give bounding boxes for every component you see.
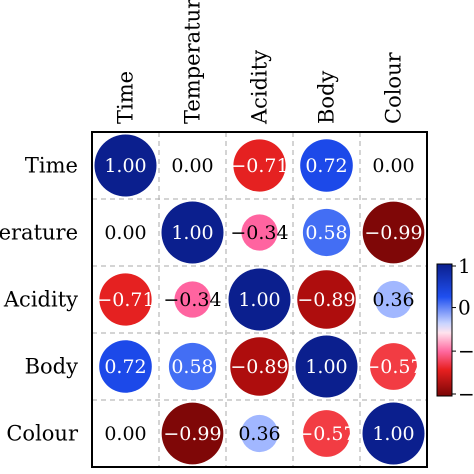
colorbar-tick-label: 0 [458,296,471,320]
correlation-value: 1.00 [104,155,146,177]
correlation-value: 1.00 [238,289,280,311]
column-label: Time [114,71,138,124]
column-labels: Time Temperature Acidity Body Colour [114,0,406,125]
row-labels: Time Temperature Acidity Body Colour [0,154,79,446]
correlation-circle [168,342,217,391]
correlation-circle [295,335,358,398]
correlation-value: 0.36 [238,423,280,445]
column-label: Acidity [248,50,272,125]
correlation-value-labels: 1.00 0.00 −0.71 0.72 0.00 0.00 1.00 −0.34 0.58 −0… [96,155,422,445]
correlation-circle [241,214,278,251]
correlation-circle [233,139,286,192]
correlation-value: 1.00 [305,356,347,378]
correlation-value: 0.00 [104,423,146,445]
correlation-value: −0.34 [230,222,288,244]
correlation-value: 0.00 [171,155,213,177]
correlation-value: −0.57 [364,356,422,378]
correlation-value: 0.72 [104,356,146,378]
row-label: Colour [6,422,79,446]
row-label: Body [25,355,79,379]
plot-frame [91,131,428,468]
correlation-circle [174,281,211,318]
correlation-circles [94,134,425,465]
correlation-circle [370,343,417,390]
correlation-circle [161,402,224,465]
column-label: Body [315,70,339,124]
correlation-value: 1.00 [171,222,213,244]
colorbar-gradient [436,263,453,397]
correlation-value: −0.71 [230,155,288,177]
correlation-value: −0.71 [96,289,154,311]
correlation-circle [362,201,425,264]
correlation-value: −0.57 [297,423,355,445]
correlation-value: 0.58 [305,222,347,244]
correlation-circle [94,134,157,197]
row-label: Temperature [0,221,78,245]
correlation-value: 0.00 [104,222,146,244]
correlation-value: 0.36 [372,289,414,311]
correlation-circle [297,270,356,329]
correlation-value: 1.00 [372,423,414,445]
correlation-circle [300,139,353,192]
correlation-circle [302,208,351,257]
correlation-circle [230,337,289,396]
colorbar: 1 0 −0 −1 [436,254,474,406]
correlation-value: −0.99 [163,423,221,445]
correlation-circle [161,201,224,264]
colorbar-tick-label: 1 [458,254,471,278]
correlation-circle [362,402,425,465]
correlation-value: 0.72 [305,155,347,177]
correlation-value: 0.58 [171,356,213,378]
correlation-value: −0.89 [297,289,355,311]
correlation-circle [374,280,413,319]
column-label: Colour [382,51,406,124]
correlation-value: −0.34 [163,289,221,311]
column-label: Temperature [181,0,205,124]
colorbar-tick-label: −1 [458,382,474,406]
correlation-circle [303,410,350,457]
correlation-circle [99,340,152,393]
correlation-value: 0.00 [372,155,414,177]
correlation-value: −0.99 [364,222,422,244]
colorbar-tick-label: −0 [458,339,474,363]
row-label: Acidity [3,288,78,312]
correlation-circle [99,273,152,326]
correlation-circle [228,268,291,331]
grid-lines [92,132,427,467]
row-label: Time [25,154,78,178]
correlation-value: −0.89 [230,356,288,378]
correlation-circle [240,414,279,453]
